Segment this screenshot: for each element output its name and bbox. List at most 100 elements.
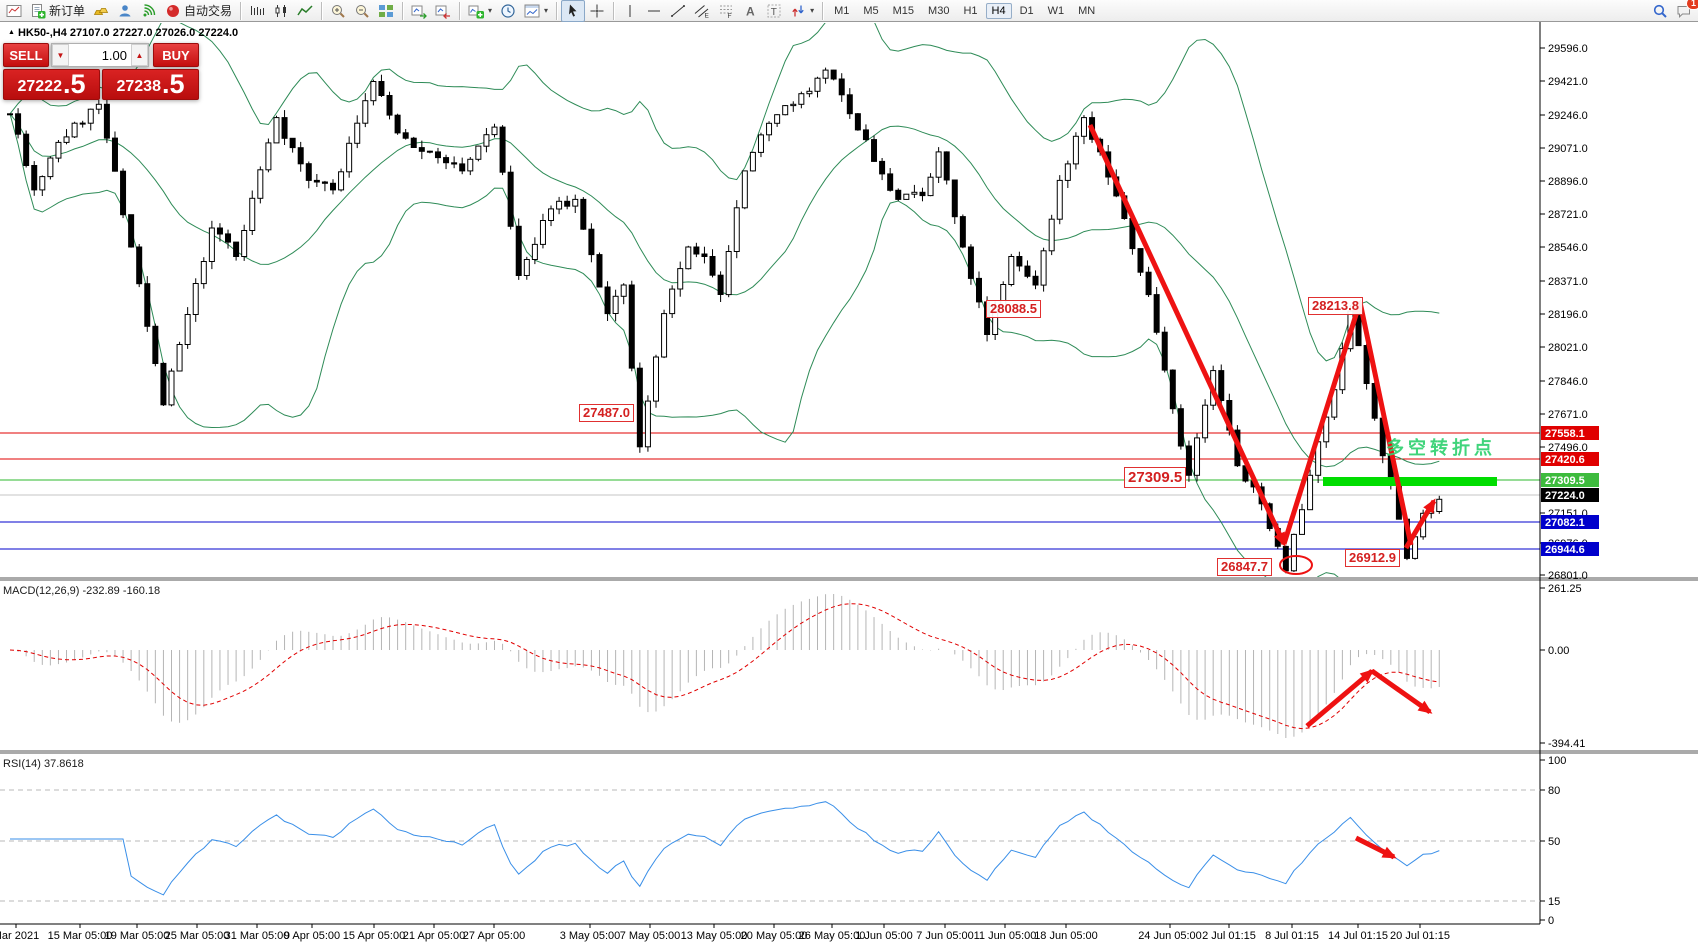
timeframe-mn-button[interactable]: MN xyxy=(1078,4,1096,17)
toolbar: 新订单 自动交易 ▾ ▾ E F A T ▾ M1 M5 M15 M30 H1 H4 D1 W1 MN 1 xyxy=(0,0,1698,22)
time-axis-label: 7 May 05:00 xyxy=(620,930,681,942)
textT-icon: T xyxy=(767,4,781,18)
price-annotation-26912.9[interactable]: 26912.9 xyxy=(1345,549,1400,567)
notifications-button[interactable]: 1 xyxy=(1672,0,1698,22)
timeframe-h1-button[interactable]: H1 xyxy=(963,4,978,17)
autoscroll-icon xyxy=(411,5,427,19)
time-axis-label: 3 May 05:00 xyxy=(560,930,621,942)
gold-icon xyxy=(93,7,109,15)
gold-icon[interactable] xyxy=(89,0,113,22)
trend-arrow xyxy=(1305,669,1375,728)
timeframe-m30-button[interactable]: M30 xyxy=(928,4,950,17)
buy-price-box[interactable]: 27238.5 xyxy=(102,69,199,100)
buy-button[interactable]: BUY xyxy=(153,43,199,67)
text-label-button[interactable]: T xyxy=(762,0,786,22)
zoom-in-button[interactable] xyxy=(326,0,350,22)
crosshair-button[interactable] xyxy=(585,0,609,22)
fibonacci-button[interactable]: F xyxy=(714,0,738,22)
hline-button[interactable] xyxy=(642,0,666,22)
channel-icon: E xyxy=(694,4,710,19)
autotrade-button[interactable]: 自动交易 xyxy=(161,0,236,22)
chart-window-icon[interactable] xyxy=(2,0,26,22)
time-axis-label: 25 Mar 05:00 xyxy=(165,930,230,942)
textA-icon: A xyxy=(746,4,755,18)
price-axis-tick: 29596.0 xyxy=(1548,43,1588,55)
volume-increase-button[interactable]: ▲ xyxy=(131,44,148,66)
search-button[interactable] xyxy=(1648,0,1672,22)
rsi-axis-tick: 100 xyxy=(1548,755,1566,767)
clock-icon xyxy=(501,3,515,18)
candlestick-button[interactable] xyxy=(269,0,293,22)
toolbar-separator xyxy=(240,1,242,20)
price-annotation-28088.5[interactable]: 28088.5 xyxy=(986,300,1041,318)
timeframe-m15-button[interactable]: M15 xyxy=(892,4,915,17)
channel-button[interactable]: E xyxy=(690,0,714,22)
time-axis-label: 2 Jul 01:15 xyxy=(1202,930,1256,942)
price-axis-tick: 27496.0 xyxy=(1548,442,1588,454)
svg-text:T: T xyxy=(771,7,777,18)
market-watch-icon[interactable] xyxy=(113,0,137,22)
price-annotation-28213.8[interactable]: 28213.8 xyxy=(1308,297,1363,315)
sell-button[interactable]: SELL xyxy=(3,43,49,67)
line-chart-button[interactable] xyxy=(293,0,317,22)
zoom-out-button[interactable] xyxy=(350,0,374,22)
new-chart-button[interactable]: ▾ xyxy=(464,0,496,22)
sell-price-frac: .5 xyxy=(62,69,86,99)
sell-price-main: 27222 xyxy=(17,78,62,95)
price-annotation-27487.0[interactable]: 27487.0 xyxy=(579,404,634,422)
trendline-button[interactable] xyxy=(666,0,690,22)
period-button[interactable] xyxy=(496,0,520,22)
volume-decrease-button[interactable]: ▼ xyxy=(52,44,69,66)
price-axis-tick: 28546.0 xyxy=(1548,242,1588,254)
arrows-button[interactable]: ▾ xyxy=(786,0,818,22)
magnifier-icon xyxy=(1653,4,1667,18)
crosshair-icon xyxy=(590,4,604,17)
price-annotation-27309.5[interactable]: 27309.5 xyxy=(1124,467,1187,488)
price-axis-tick: 27846.0 xyxy=(1548,376,1588,388)
timeframe-w1-button[interactable]: W1 xyxy=(1047,4,1065,17)
bar-chart-button[interactable] xyxy=(245,0,269,22)
signal-icon xyxy=(143,3,156,16)
new-order-button[interactable]: 新订单 xyxy=(26,0,89,22)
timeframe-d1-button[interactable]: D1 xyxy=(1019,4,1034,17)
price-axis-tick: 29071.0 xyxy=(1548,143,1588,155)
sell-price-box[interactable]: 27222.5 xyxy=(3,69,100,100)
trend-arrow xyxy=(1357,301,1414,546)
vline-button[interactable] xyxy=(618,0,642,22)
time-axis-label: 20 May 05:00 xyxy=(741,930,808,942)
chart-shift-button[interactable] xyxy=(431,0,455,22)
timeframe-m5-button[interactable]: M5 xyxy=(863,4,879,17)
volume-value[interactable]: 1.00 xyxy=(69,44,131,66)
macd-histogram xyxy=(17,594,1440,738)
trend-arrow xyxy=(1087,123,1287,547)
price-axis-tick: 27671.0 xyxy=(1548,409,1588,421)
time-axis-label: 9 Apr 05:00 xyxy=(284,930,340,942)
chartplus-icon xyxy=(468,5,485,18)
time-axis-label: 21 Apr 05:00 xyxy=(403,930,465,942)
toolbar-separator xyxy=(459,1,461,20)
time-axis-label: 20 Jul 01:15 xyxy=(1390,930,1450,942)
signals-icon[interactable] xyxy=(137,0,161,22)
price-tag xyxy=(1541,515,1599,529)
time-axis-label: 11 Jun 05:00 xyxy=(974,930,1037,942)
svg-text:27309.5: 27309.5 xyxy=(1545,475,1585,487)
chartframe2-icon xyxy=(524,4,540,17)
rsi-axis-tick: 15 xyxy=(1548,896,1560,908)
cursor-button[interactable] xyxy=(561,0,586,22)
time-axis-label: 31 Mar 05:00 xyxy=(225,930,290,942)
timeframe-h4-button[interactable]: H4 xyxy=(985,2,1012,19)
tile-windows-button[interactable] xyxy=(374,0,398,22)
price-axis-tick: 28021.0 xyxy=(1548,342,1588,354)
text-button[interactable]: A xyxy=(738,0,762,22)
timeframe-m1-button[interactable]: M1 xyxy=(834,4,850,17)
price-annotation-26847.7[interactable]: 26847.7 xyxy=(1217,558,1272,576)
turning-point-text[interactable]: 多空转折点 xyxy=(1386,438,1496,458)
trend-arrow xyxy=(1354,835,1397,860)
template-button[interactable]: ▾ xyxy=(520,0,552,22)
chart-title-text: HK50-,H4 27107.0 27227.0 27026.0 27224.0 xyxy=(17,27,239,39)
chartframe-icon xyxy=(6,4,22,17)
auto-scroll-button[interactable] xyxy=(407,0,431,22)
price-axis-tick: 28196.0 xyxy=(1548,309,1588,321)
price-axis-tick: 26801.0 xyxy=(1548,570,1588,582)
